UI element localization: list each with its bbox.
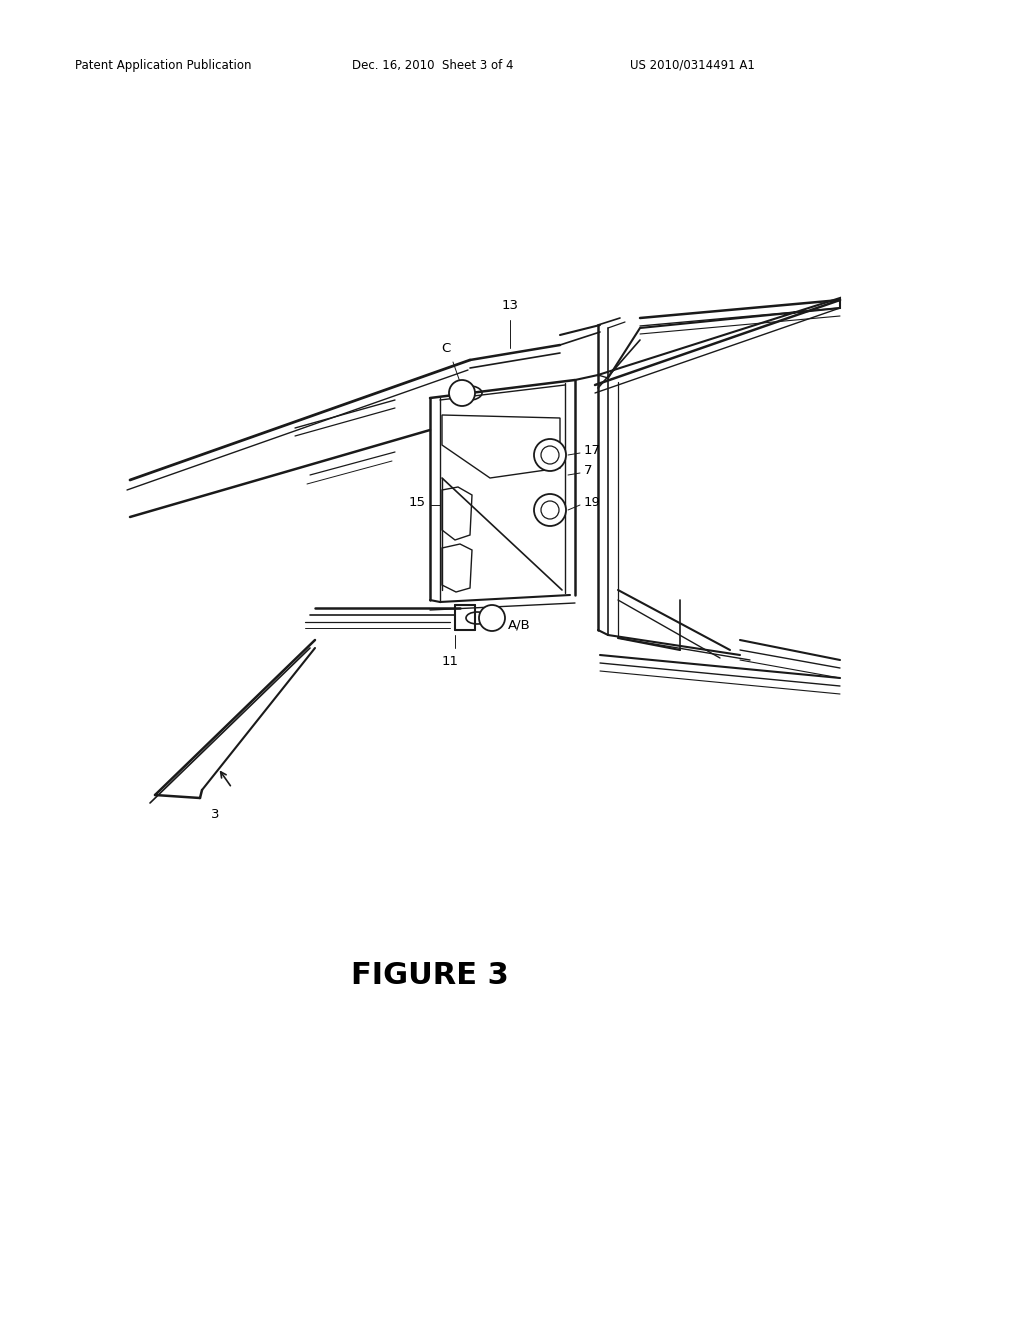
Circle shape: [479, 605, 505, 631]
Text: US 2010/0314491 A1: US 2010/0314491 A1: [630, 58, 755, 71]
Text: 7: 7: [584, 463, 593, 477]
Text: 17: 17: [584, 444, 601, 457]
Circle shape: [534, 440, 566, 471]
Text: 3: 3: [211, 808, 219, 821]
Text: 11: 11: [441, 655, 459, 668]
Circle shape: [449, 380, 475, 407]
Text: Dec. 16, 2010  Sheet 3 of 4: Dec. 16, 2010 Sheet 3 of 4: [352, 58, 513, 71]
Circle shape: [541, 446, 559, 465]
Circle shape: [534, 494, 566, 525]
Text: FIGURE 3: FIGURE 3: [351, 961, 509, 990]
Text: 15: 15: [409, 495, 426, 508]
Text: A/B: A/B: [508, 619, 530, 631]
Text: Patent Application Publication: Patent Application Publication: [75, 58, 252, 71]
Text: 19: 19: [584, 495, 601, 508]
Text: C: C: [440, 342, 450, 355]
Text: 13: 13: [502, 300, 518, 312]
Circle shape: [541, 502, 559, 519]
